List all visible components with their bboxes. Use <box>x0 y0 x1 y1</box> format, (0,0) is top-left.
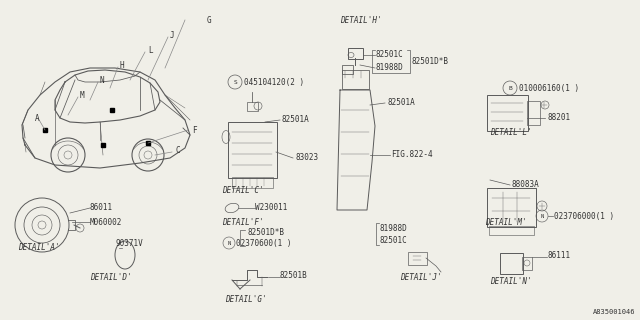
Text: FIG.822-4: FIG.822-4 <box>391 149 433 158</box>
Text: 88083A: 88083A <box>512 180 540 188</box>
Text: N: N <box>540 213 543 219</box>
Text: G: G <box>207 15 212 25</box>
Text: J: J <box>170 30 175 39</box>
Text: DETAIL'G': DETAIL'G' <box>225 295 267 305</box>
Text: A835001046: A835001046 <box>593 309 635 315</box>
Text: 83023: 83023 <box>295 153 318 162</box>
Text: A: A <box>35 114 40 123</box>
Text: DETAIL'N': DETAIL'N' <box>490 277 532 286</box>
Text: 82501C: 82501C <box>380 236 408 244</box>
Text: L: L <box>148 45 152 54</box>
Text: 88201: 88201 <box>547 113 570 122</box>
Text: 02370600(1 ): 02370600(1 ) <box>236 238 291 247</box>
Text: 82501C: 82501C <box>376 50 404 59</box>
Text: N: N <box>100 76 104 84</box>
Text: F: F <box>192 125 196 134</box>
Text: N: N <box>227 241 230 245</box>
Text: 82501A: 82501A <box>282 115 310 124</box>
Text: C: C <box>175 146 180 155</box>
Text: DETAIL'A': DETAIL'A' <box>18 243 60 252</box>
Text: DETAIL'L': DETAIL'L' <box>490 127 532 137</box>
Text: DETAIL'F': DETAIL'F' <box>222 218 264 227</box>
Text: W230011: W230011 <box>255 203 287 212</box>
Text: DETAIL'H': DETAIL'H' <box>340 15 381 25</box>
Text: DETAIL'D': DETAIL'D' <box>90 274 132 283</box>
Text: DETAIL'C': DETAIL'C' <box>222 186 264 195</box>
Text: 86011: 86011 <box>90 203 113 212</box>
Text: DETAIL'J': DETAIL'J' <box>400 274 442 283</box>
Text: 023706000(1 ): 023706000(1 ) <box>554 212 614 220</box>
Text: H: H <box>120 60 125 69</box>
Text: 82501A: 82501A <box>387 98 415 107</box>
Text: 81988D: 81988D <box>376 62 404 71</box>
Text: M: M <box>80 91 84 100</box>
Text: B: B <box>508 85 512 91</box>
Text: 010006160(1 ): 010006160(1 ) <box>519 84 579 92</box>
Text: 045104120(2 ): 045104120(2 ) <box>244 77 304 86</box>
Text: S: S <box>233 79 237 84</box>
Text: 82501D*B: 82501D*B <box>247 228 284 236</box>
Text: M060002: M060002 <box>90 218 122 227</box>
Text: 81988D: 81988D <box>380 223 408 233</box>
Text: DETAIL'M': DETAIL'M' <box>485 218 527 227</box>
Text: 86111: 86111 <box>548 252 571 260</box>
Text: 82501B: 82501B <box>280 271 308 281</box>
Text: 82501D*B: 82501D*B <box>412 57 449 66</box>
Text: 90371V: 90371V <box>115 238 143 247</box>
